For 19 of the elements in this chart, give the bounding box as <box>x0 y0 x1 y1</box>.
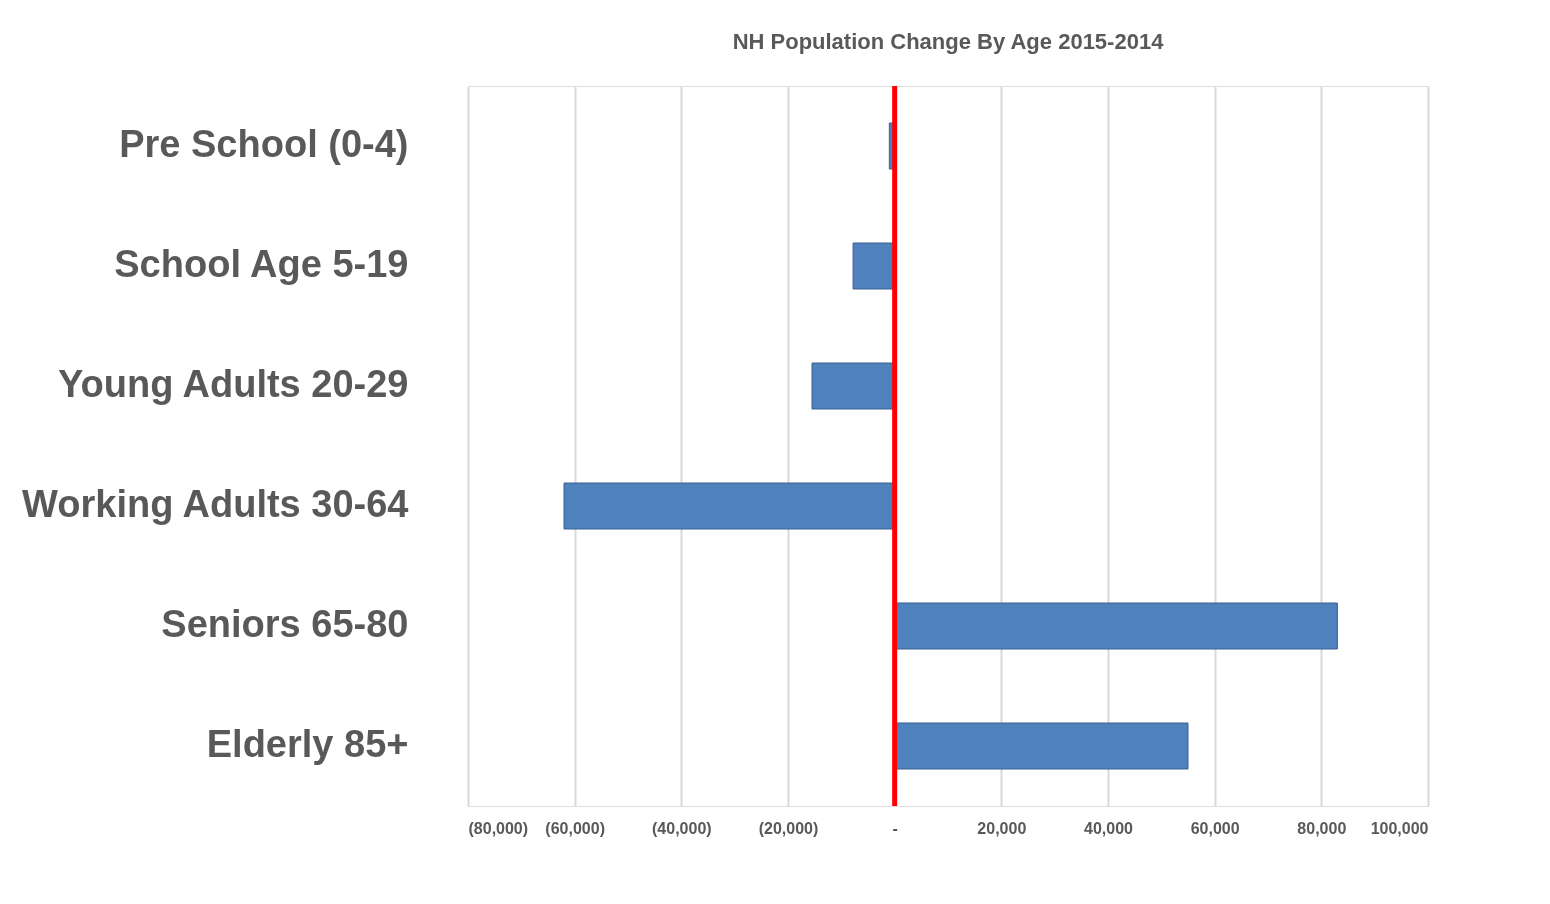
x-tick-label: (20,000) <box>758 819 819 837</box>
x-tick-label: 20,000 <box>977 819 1027 837</box>
y-tick-label: Pre School (0-4) <box>119 123 409 165</box>
chart-title: NH Population Change By Age 2015-2014 <box>732 28 1165 54</box>
y-tick-label: Elderly 85+ <box>206 723 409 765</box>
bar <box>894 602 1338 650</box>
y-tick-label: Seniors 65-80 <box>161 603 409 645</box>
x-tick-label: (60,000) <box>545 819 605 837</box>
x-tick-label: 40,000 <box>1084 819 1134 837</box>
x-tick-label: 100,000 <box>1370 819 1429 837</box>
y-tick-label: Young Adults 20-29 <box>58 363 409 405</box>
x-tick-label: 80,000 <box>1297 819 1347 837</box>
bar <box>894 722 1189 770</box>
y-tick-label: School Age 5-19 <box>114 243 409 285</box>
x-tick-label: (40,000) <box>652 819 712 837</box>
x-tick-label: (80,000) <box>468 819 529 837</box>
y-tick-label: Working Adults 30-64 <box>22 483 409 525</box>
x-tick-label: - <box>892 819 898 837</box>
x-tick-label: 60,000 <box>1190 819 1240 837</box>
